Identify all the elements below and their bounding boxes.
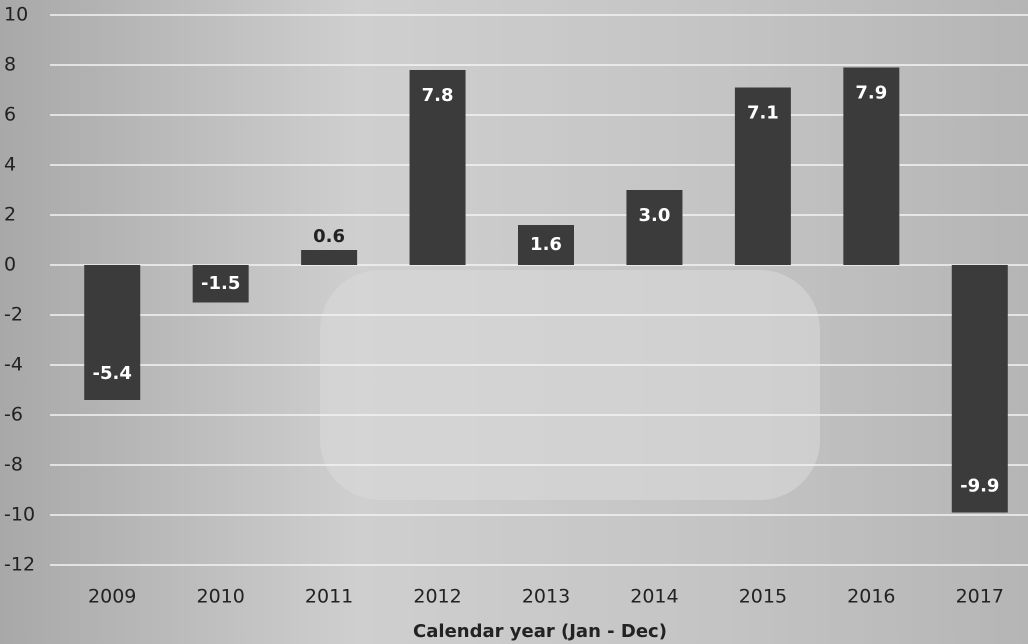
chart: Calendar year (Jan - Dec) -12 -10 -8 -6 -4 -2… [0, 0, 1028, 644]
bar [626, 190, 682, 265]
x-tick-label: 2013 [522, 586, 570, 608]
value-label: 3.0 [638, 205, 670, 226]
x-tick-label: 2017 [956, 586, 1004, 608]
y-tick-label: 6 [4, 104, 16, 126]
x-tick-label: 2014 [630, 586, 678, 608]
x-axis-title: Calendar year (Jan - Dec) [413, 621, 667, 642]
x-tick-label: 2015 [739, 586, 787, 608]
y-tick-label: 8 [4, 54, 16, 76]
bar [301, 250, 357, 265]
value-label: 7.1 [747, 103, 779, 124]
x-tick-label: 2010 [196, 586, 244, 608]
value-label: 1.6 [530, 234, 562, 255]
value-label: -5.4 [93, 363, 132, 384]
y-tick-label: -10 [4, 504, 35, 526]
value-label: 7.8 [422, 85, 454, 106]
y-tick-label: 2 [4, 204, 16, 226]
y-tick-label: -6 [4, 404, 23, 426]
value-label: 7.9 [855, 83, 887, 104]
page: Calendar year (Jan - Dec) -12 -10 -8 -6 -4 -2… [0, 0, 1028, 644]
value-label: -1.5 [201, 273, 240, 294]
y-tick-label: -2 [4, 304, 23, 326]
x-tick-label: 2012 [413, 586, 461, 608]
y-tick-label: 4 [4, 154, 16, 176]
y-tick-label: -4 [4, 354, 23, 376]
y-tick-label: 10 [4, 4, 28, 26]
x-tick-label: 2011 [305, 586, 353, 608]
y-tick-label: -8 [4, 454, 23, 476]
x-tick-label: 2009 [88, 586, 136, 608]
y-tick-label: 0 [4, 254, 16, 276]
value-label: 0.6 [313, 226, 345, 247]
value-label: -9.9 [960, 476, 999, 497]
x-tick-label: 2016 [847, 586, 895, 608]
y-tick-label: -12 [4, 554, 35, 576]
